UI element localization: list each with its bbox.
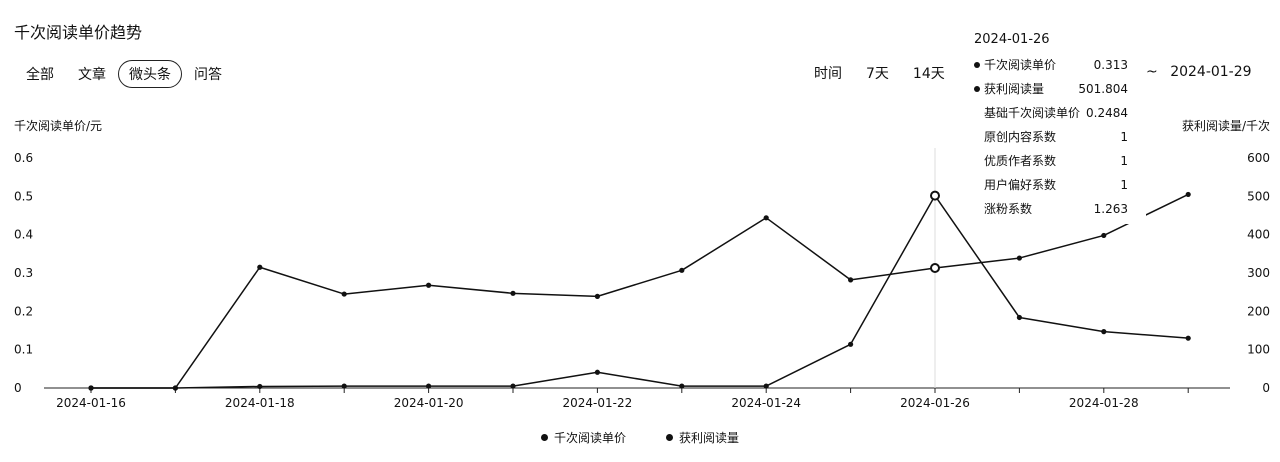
chart-tooltip: 2024-01-26 千次阅读单价 0.313 获利阅读量 501.804 基础… xyxy=(962,24,1146,224)
tooltip-row-unit-price: 千次阅读单价 0.313 xyxy=(974,56,1128,73)
data-point-unit-price xyxy=(426,282,432,288)
y-right-tick-label: 300 xyxy=(1247,266,1270,280)
tooltip-value: 0.313 xyxy=(1093,57,1128,72)
legend-item-reads[interactable]: 获利阅读量 xyxy=(666,429,739,446)
tab-all[interactable]: 全部 xyxy=(26,67,54,83)
y-left-tick-label: 0 xyxy=(14,381,22,395)
y-left-tick-label: 0.1 xyxy=(14,343,33,357)
tooltip-value: 1.263 xyxy=(1093,201,1128,216)
tooltip-series-dot xyxy=(974,61,980,68)
y-left-tick-label: 0.6 xyxy=(14,151,33,165)
y-right-tick-label: 600 xyxy=(1247,151,1270,165)
tooltip-row-original-factor: 原创内容系数 1 xyxy=(984,128,1128,145)
tooltip-row-preference-factor: 用户偏好系数 1 xyxy=(984,176,1128,193)
data-point-unit-price xyxy=(1016,255,1023,261)
data-point-unit-price xyxy=(257,264,263,270)
y-right-tick-label: 200 xyxy=(1247,304,1270,318)
series-line-unit-price xyxy=(91,193,1189,389)
time-filter-label: 时间 xyxy=(814,66,842,82)
legend-label: 获利阅读量 xyxy=(679,431,740,445)
x-tick-label: 2024-01-18 xyxy=(225,396,295,410)
data-point-reads xyxy=(510,383,516,389)
y-left-tick-label: 0.4 xyxy=(14,228,33,242)
y-right-tick-label: 100 xyxy=(1247,343,1270,357)
time-filter-14d[interactable]: 14天 xyxy=(912,66,945,82)
data-point-reads xyxy=(679,383,685,389)
data-point-reads xyxy=(763,383,769,389)
y-right-axis-title: 获利阅读量/千次 xyxy=(1181,119,1270,133)
tooltip-label: 千次阅读单价 xyxy=(984,58,1057,72)
x-tick-label: 2024-01-28 xyxy=(1069,396,1139,410)
data-point-unit-price xyxy=(679,267,685,273)
series-line-reads xyxy=(91,194,1189,389)
y-left-tick-label: 0.2 xyxy=(14,304,33,318)
data-point-reads xyxy=(1101,329,1107,335)
tab-micro-posts[interactable]: 微头条 xyxy=(118,60,182,88)
tab-qa[interactable]: 问答 xyxy=(194,67,222,83)
data-point-reads xyxy=(341,383,347,389)
data-point-reads xyxy=(1016,314,1023,321)
legend-label: 千次阅读单价 xyxy=(553,431,626,445)
tooltip-label: 用户偏好系数 xyxy=(984,178,1057,192)
date-range-end: 2024-01-29 xyxy=(1170,64,1252,80)
data-point-unit-price xyxy=(510,290,516,296)
page-title: 千次阅读单价趋势 xyxy=(14,23,143,42)
tooltip-value: 1 xyxy=(1120,153,1128,168)
tooltip-series-dot xyxy=(974,85,980,92)
tooltip-value: 501.804 xyxy=(1078,81,1128,96)
y-right-tick-label: 400 xyxy=(1247,228,1270,242)
chart-legend: 千次阅读单价 获利阅读量 xyxy=(0,429,1280,446)
data-point-reads xyxy=(594,369,601,375)
tooltip-row-reads: 获利阅读量 501.804 xyxy=(974,80,1128,97)
data-point-unit-price xyxy=(848,277,854,283)
data-point-reads xyxy=(1185,335,1191,341)
tooltip-row-follower-factor: 涨粉系数 1.263 xyxy=(984,200,1128,217)
tooltip-date: 2024-01-26 xyxy=(974,32,1050,47)
tooltip-label: 获利阅读量 xyxy=(984,82,1045,96)
content-type-tabs: 全部 文章 微头条 问答 xyxy=(14,60,234,88)
tooltip-label: 基础千次阅读单价 xyxy=(984,106,1081,120)
tooltip-label: 优质作者系数 xyxy=(984,154,1057,168)
tooltip-label: 涨粉系数 xyxy=(984,202,1033,216)
highlight-point xyxy=(930,190,940,201)
data-point-reads xyxy=(88,385,94,391)
x-tick-label: 2024-01-22 xyxy=(563,396,633,410)
time-filter-bar: 时间 7天 14天 xyxy=(814,63,969,83)
date-range-picker[interactable]: ~ 2024-01-29 xyxy=(1146,64,1252,80)
tooltip-value: 1 xyxy=(1120,177,1128,192)
legend-dot xyxy=(540,434,548,441)
data-point-reads xyxy=(848,341,854,347)
data-point-reads xyxy=(426,383,432,389)
x-tick-label: 2024-01-24 xyxy=(731,396,801,410)
x-tick-label: 2024-01-26 xyxy=(900,396,970,410)
tooltip-row-author-factor: 优质作者系数 1 xyxy=(984,152,1128,169)
tooltip-value: 0.2484 xyxy=(1086,105,1128,120)
y-left-tick-label: 0.3 xyxy=(14,266,33,280)
data-point-reads xyxy=(172,385,178,391)
data-point-unit-price xyxy=(341,291,347,297)
tab-articles[interactable]: 文章 xyxy=(78,67,106,83)
time-filter-7d[interactable]: 7天 xyxy=(866,66,889,82)
legend-dot xyxy=(666,434,673,441)
y-right-tick-label: 500 xyxy=(1247,189,1270,203)
tooltip-row-base-price: 基础千次阅读单价 0.2484 xyxy=(984,104,1128,121)
date-range-separator: ~ xyxy=(1146,64,1158,80)
x-tick-label: 2024-01-16 xyxy=(56,396,126,410)
legend-item-unit-price[interactable]: 千次阅读单价 xyxy=(540,429,626,446)
tooltip-value: 1 xyxy=(1120,129,1128,144)
data-point-unit-price xyxy=(1185,191,1191,198)
data-point-reads xyxy=(257,383,263,390)
x-tick-label: 2024-01-20 xyxy=(394,396,464,410)
highlight-point xyxy=(930,263,940,274)
data-point-unit-price xyxy=(594,293,601,299)
data-point-unit-price xyxy=(1101,232,1107,239)
y-left-axis-title: 千次阅读单价/元 xyxy=(14,119,103,133)
tooltip-label: 原创内容系数 xyxy=(984,130,1057,144)
y-right-tick-label: 0 xyxy=(1262,381,1270,395)
y-left-tick-label: 0.5 xyxy=(14,189,33,203)
data-point-unit-price xyxy=(763,215,769,221)
